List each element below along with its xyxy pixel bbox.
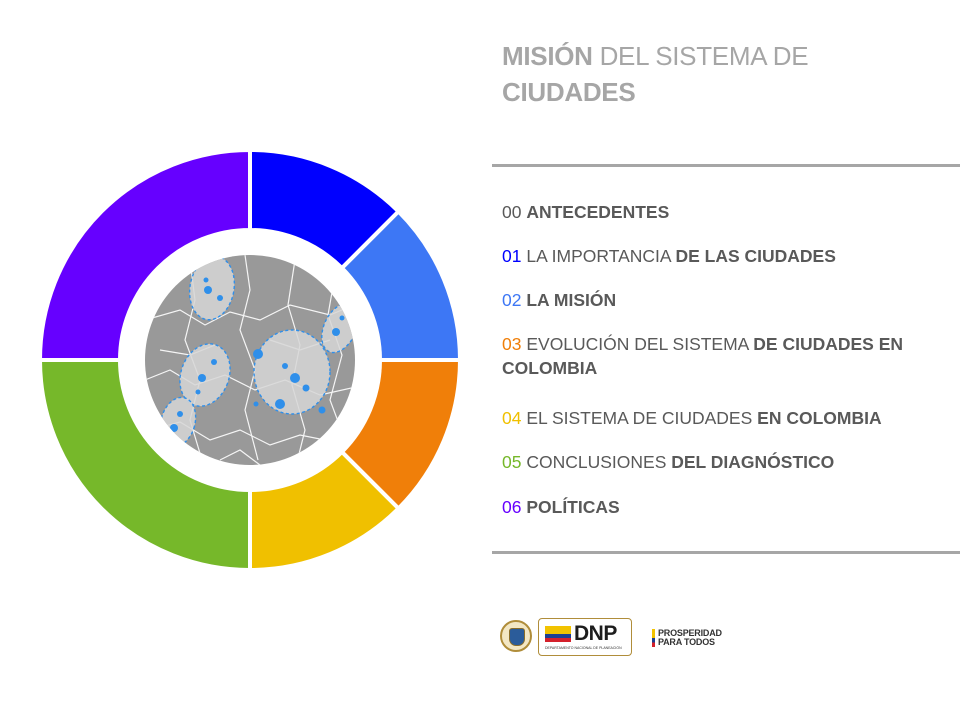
menu-item-number: 05	[502, 452, 522, 472]
menu-item-conclusiones[interactable]: 05 CONCLUSIONES DEL DIAGNÓSTICO	[502, 450, 834, 474]
menu-item-evolucion[interactable]: 03 EVOLUCIÓN DEL SISTEMA DE CIUDADES EN …	[502, 332, 942, 380]
menu-item-antecedentes[interactable]: 00 ANTECEDENTES	[502, 200, 669, 224]
prosperidad-flag-bar-icon	[652, 629, 655, 647]
menu-item-number: 04	[502, 408, 522, 428]
menu-item-light-text: LA IMPORTANCIA	[526, 246, 676, 266]
colombia-coat-of-arms-icon	[500, 620, 532, 652]
dnp-logo-word: DNP	[574, 622, 617, 645]
colombia-flag-icon	[545, 626, 571, 642]
menu-bottom-divider	[492, 551, 960, 554]
mission-donut-chart	[37, 147, 463, 573]
menu-item-number: 01	[502, 246, 522, 266]
title-strong-ciudades: CIUDADES	[502, 77, 636, 107]
menu-item-bold-text: LA MISIÓN	[526, 290, 617, 310]
menu-item-mision[interactable]: 02 LA MISIÓN	[502, 288, 616, 312]
dnp-logo-subtitle: DEPARTAMENTO NACIONAL DE PLANEACIÓN	[545, 646, 622, 650]
menu-item-sistema-ciudades[interactable]: 04 EL SISTEMA DE CIUDADES EN COLOMBIA	[502, 406, 882, 430]
menu-item-bold-text: DE LAS CIUDADES	[675, 246, 836, 266]
prosperidad-line-2: PARA TODOS	[658, 637, 715, 647]
menu-item-number: 06	[502, 497, 522, 517]
menu-item-number: 03	[502, 334, 522, 354]
footer-logos: DNP DEPARTAMENTO NACIONAL DE PLANEACIÓN …	[500, 618, 740, 658]
colombia-city-system-map	[145, 255, 355, 465]
donut-segment-4[interactable]	[37, 358, 252, 573]
menu-item-bold-text: DEL DIAGNÓSTICO	[671, 452, 835, 472]
menu-item-politicas[interactable]: 06 POLÍTICAS	[502, 495, 620, 519]
menu-item-bold-text: EN COLOMBIA	[757, 408, 882, 428]
menu-item-importancia[interactable]: 01 LA IMPORTANCIA DE LAS CIUDADES	[502, 244, 836, 268]
donut-segment-5[interactable]	[37, 147, 252, 362]
menu-item-bold-text: DE CIUDADES EN COLOMBIA	[502, 334, 904, 378]
menu-item-light-text: EL SISTEMA DE CIUDADES	[526, 408, 758, 428]
menu-top-divider	[492, 164, 960, 167]
menu-item-light-text: EVOLUCIÓN DEL SISTEMA	[526, 334, 754, 354]
prosperidad-para-todos-logo: PROSPERIDAD PARA TODOS	[652, 628, 722, 647]
title-strong-mision: MISIÓN	[502, 41, 593, 71]
menu-item-number: 00	[502, 202, 522, 222]
menu-item-bold-text: POLÍTICAS	[526, 497, 620, 517]
page-title: MISIÓN DEL SISTEMA DE CIUDADES	[502, 38, 922, 110]
dnp-logo: DNP DEPARTAMENTO NACIONAL DE PLANEACIÓN	[538, 618, 632, 656]
prosperidad-line-1: PROSPERIDAD	[658, 628, 722, 638]
title-light-part: DEL SISTEMA DE	[592, 41, 809, 71]
menu-item-bold-text: ANTECEDENTES	[526, 202, 670, 222]
menu-item-number: 02	[502, 290, 522, 310]
menu-item-light-text: CONCLUSIONES	[526, 452, 672, 472]
